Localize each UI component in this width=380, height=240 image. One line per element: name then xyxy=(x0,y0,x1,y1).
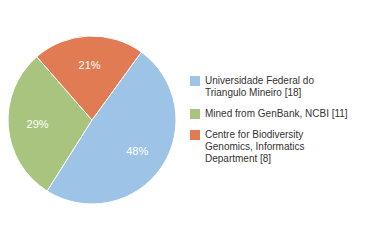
legend: Universidade Federal doTriangulo Mineiro… xyxy=(190,75,348,164)
legend-swatch xyxy=(190,76,200,86)
data-labels: 48% 29% 21% xyxy=(27,59,149,156)
legend-entry: Mined from GenBank, NCBI [11] xyxy=(190,108,348,119)
legend-label: Mined from GenBank, NCBI [11] xyxy=(205,108,348,119)
legend-entry: Universidade Federal doTriangulo Mineiro… xyxy=(190,75,314,98)
legend-label: Centre for BiodiversityGenomics, Informa… xyxy=(205,129,304,164)
data-label: 29% xyxy=(27,118,49,130)
legend-label: Universidade Federal doTriangulo Mineiro… xyxy=(205,75,314,98)
legend-swatch xyxy=(190,130,200,140)
legend-entry: Centre for BiodiversityGenomics, Informa… xyxy=(190,129,304,164)
chart: 48% 29% 21% Universidade Federal doTriangul… xyxy=(0,0,380,240)
data-label: 48% xyxy=(126,145,148,157)
pie-slice xyxy=(37,36,142,120)
data-label: 21% xyxy=(79,59,101,71)
legend-swatch xyxy=(190,109,200,119)
pie xyxy=(8,36,176,204)
